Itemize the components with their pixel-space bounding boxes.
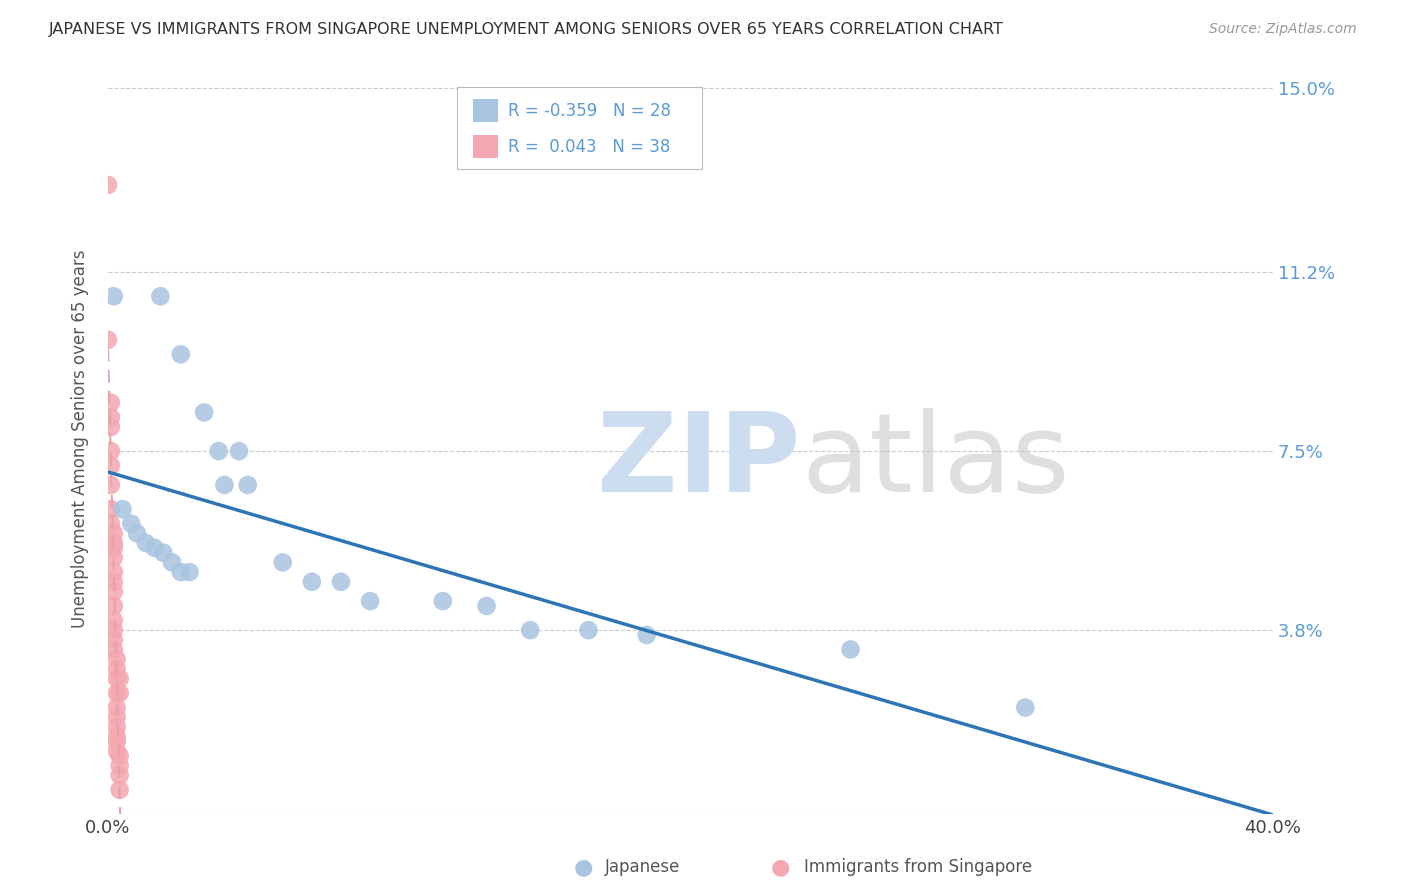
Point — [103, 541, 125, 555]
Point — [108, 768, 131, 782]
Point — [108, 686, 131, 700]
Point — [105, 730, 128, 744]
Text: JAPANESE VS IMMIGRANTS FROM SINGAPORE UNEMPLOYMENT AMONG SENIORS OVER 65 YEARS C: JAPANESE VS IMMIGRANTS FROM SINGAPORE UN… — [49, 22, 1004, 37]
Point — [105, 662, 128, 676]
Point — [359, 594, 381, 608]
Text: ●: ● — [770, 857, 790, 877]
Point — [97, 333, 120, 347]
Point — [100, 458, 122, 473]
Point — [103, 526, 125, 541]
Point — [100, 420, 122, 434]
Bar — [472, 99, 498, 122]
Point — [170, 565, 193, 579]
Point — [100, 502, 122, 516]
Point — [103, 642, 125, 657]
Point — [100, 444, 122, 458]
Point — [519, 623, 541, 637]
Point — [103, 623, 125, 637]
Text: R =  0.043   N = 38: R = 0.043 N = 38 — [508, 137, 669, 155]
Point — [97, 178, 120, 192]
Point — [105, 672, 128, 686]
Text: atlas: atlas — [801, 408, 1070, 515]
Point — [108, 748, 131, 763]
Point — [839, 642, 862, 657]
Point — [100, 396, 122, 410]
Point — [103, 289, 125, 303]
Point — [208, 444, 231, 458]
Bar — [472, 136, 498, 158]
Point — [135, 536, 157, 550]
Point — [105, 686, 128, 700]
Text: Japanese: Japanese — [605, 858, 681, 876]
Point — [105, 720, 128, 734]
Text: R = -0.359   N = 28: R = -0.359 N = 28 — [508, 102, 671, 120]
Point — [103, 599, 125, 613]
Point — [105, 700, 128, 714]
Point — [301, 574, 323, 589]
Point — [100, 410, 122, 425]
Point — [1014, 700, 1036, 714]
Point — [103, 632, 125, 647]
Point — [105, 744, 128, 758]
Point — [179, 565, 201, 579]
Point — [111, 502, 134, 516]
Point — [100, 516, 122, 531]
Point — [103, 614, 125, 628]
Point — [214, 478, 236, 492]
Point — [108, 782, 131, 797]
Point — [160, 556, 183, 570]
Point — [193, 405, 215, 419]
FancyBboxPatch shape — [457, 87, 702, 169]
Point — [228, 444, 250, 458]
Point — [108, 758, 131, 772]
Y-axis label: Unemployment Among Seniors over 65 years: Unemployment Among Seniors over 65 years — [72, 250, 89, 628]
Text: Source: ZipAtlas.com: Source: ZipAtlas.com — [1209, 22, 1357, 37]
Point — [170, 347, 193, 361]
Point — [105, 734, 128, 748]
Point — [108, 672, 131, 686]
Point — [329, 574, 352, 589]
Text: ZIP: ZIP — [598, 408, 800, 515]
Point — [636, 628, 658, 642]
Point — [152, 546, 174, 560]
Point — [120, 516, 142, 531]
Point — [105, 710, 128, 724]
Point — [100, 478, 122, 492]
Point — [103, 536, 125, 550]
Text: Immigrants from Singapore: Immigrants from Singapore — [804, 858, 1032, 876]
Point — [432, 594, 454, 608]
Text: ●: ● — [574, 857, 593, 877]
Point — [578, 623, 600, 637]
Point — [105, 652, 128, 666]
Point — [103, 584, 125, 599]
Point — [149, 289, 172, 303]
Point — [475, 599, 498, 613]
Point — [271, 556, 294, 570]
Point — [103, 574, 125, 589]
Point — [143, 541, 166, 555]
Point — [236, 478, 259, 492]
Point — [103, 565, 125, 579]
Point — [127, 526, 149, 541]
Point — [103, 550, 125, 565]
